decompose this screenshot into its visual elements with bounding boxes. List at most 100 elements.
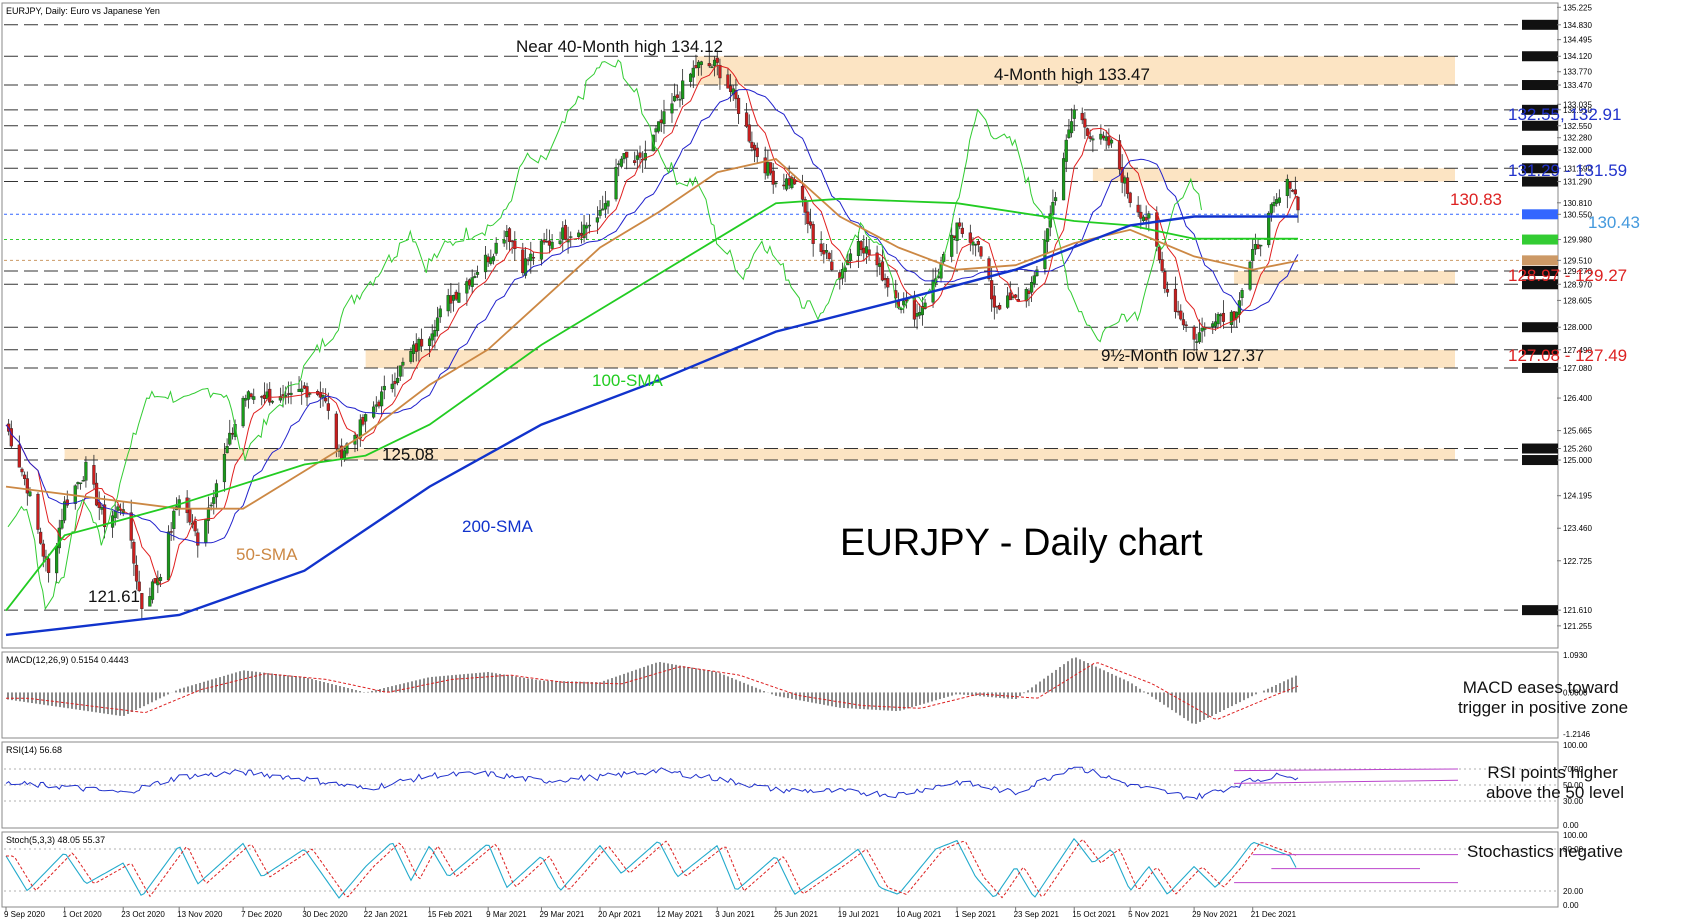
x-tick-label: 23 Sep 2021 [1014,910,1060,919]
candle [1085,127,1090,137]
candle [830,250,834,272]
y-tick-label: 129.270 [1563,267,1592,276]
y-tick-bg [1522,80,1558,91]
annotation-127-range: 127.08 - 127.49 [1508,346,1627,365]
candle [1006,286,1010,309]
x-tick-label: 20 Apr 2021 [598,910,642,919]
candle [380,386,384,417]
stoch-y-tick: 80.00 [1563,845,1584,854]
candle [1048,205,1052,237]
y-tick-bg [1522,163,1558,174]
candle [1136,196,1140,217]
rsi-header: RSI(14) 56.68 [6,745,62,755]
candle [185,490,189,524]
candle [206,496,211,534]
y-tick-bg [1522,443,1558,454]
y-tick-label: 134.495 [1563,36,1592,45]
annotation-121-61: 121.61 [88,587,140,606]
candle [880,249,885,282]
candle [1083,112,1087,139]
y-tick-label: 124.195 [1563,492,1592,501]
candle [465,277,469,306]
candle [1032,271,1036,288]
x-tick-label: 19 Jul 2021 [838,910,880,919]
stoch-y-tick: 20.00 [1563,887,1584,896]
macd-panel-frame [1,651,1559,739]
candle [606,200,610,214]
macd-header: MACD(12,26,9) 0.5154 0.4443 [6,655,129,665]
rsi-y-tick: 100.00 [1563,741,1588,750]
rsi-y-tick: 30.00 [1563,797,1584,806]
candle [678,91,682,108]
candle [81,476,85,482]
series-50-sma [5,158,1299,510]
candle [662,99,666,134]
candle [920,296,924,326]
candle [268,382,272,406]
candle [473,272,477,279]
y-tick-label: 135.225 [1563,3,1592,12]
candle [744,102,749,128]
x-tick-label: 10 Aug 2021 [896,910,941,919]
candle [585,222,589,240]
candle [531,251,536,265]
annotation-131-range: 131.29 - 131.59 [1508,161,1627,180]
candle [734,78,738,109]
candle [595,206,599,234]
candle [542,232,546,245]
candle [691,60,695,89]
candle [619,156,623,169]
label-50-sma: 50-SMA [236,545,298,564]
y-tick-label: 127.490 [1563,346,1592,355]
y-tick-bg [1522,265,1558,276]
candle [78,482,83,490]
candle [633,151,637,166]
candle [1125,172,1130,199]
candle [148,587,152,607]
candle [156,570,160,594]
candle [1277,189,1281,206]
candle [1069,108,1074,138]
candle [601,195,605,211]
candle [1080,107,1084,125]
rsi-trendline-0 [1234,768,1459,772]
candle [755,142,759,164]
stoch-annotation: Stochastics negative [1467,842,1623,861]
candle [614,158,618,202]
rsi-annotation: RSI points higher above the 50 level [1486,763,1624,802]
candle [1179,304,1183,321]
x-tick-label: 29 Mar 2021 [539,910,584,919]
y-tick-label: 132.280 [1563,134,1592,143]
candle [358,414,362,447]
x-tick-label: 25 Jun 2021 [774,910,819,919]
y-tick-label: 123.460 [1563,524,1592,533]
candle [1293,176,1297,199]
candle [278,387,282,403]
candle [1248,260,1252,292]
candle [1184,321,1188,333]
candle [398,365,402,381]
x-tick-label: 3 Jun 2021 [715,910,755,919]
y-tick-bg [1522,19,1558,30]
y-tick-label: 133.035 [1563,100,1592,109]
y-tick-label: 134.830 [1563,21,1592,30]
rsi-y-tick: 0.00 [1563,821,1579,830]
candle [960,222,964,238]
candle [976,239,980,253]
y-tick-bg [1522,455,1558,466]
candle [558,231,562,246]
candle [390,374,394,393]
y-tick-label: 132.000 [1563,146,1592,155]
lagging-span [7,59,1202,611]
y-tick-label: 133.470 [1563,81,1592,90]
candle [1256,239,1260,250]
candle [326,392,330,420]
candle [507,226,512,252]
y-tick-label: 132.550 [1563,122,1592,131]
macd-y-tick: 1.0930 [1563,651,1588,660]
candle [1045,228,1050,253]
candle [483,246,488,280]
candle [806,201,810,234]
candle [65,490,69,508]
candle [699,60,703,76]
